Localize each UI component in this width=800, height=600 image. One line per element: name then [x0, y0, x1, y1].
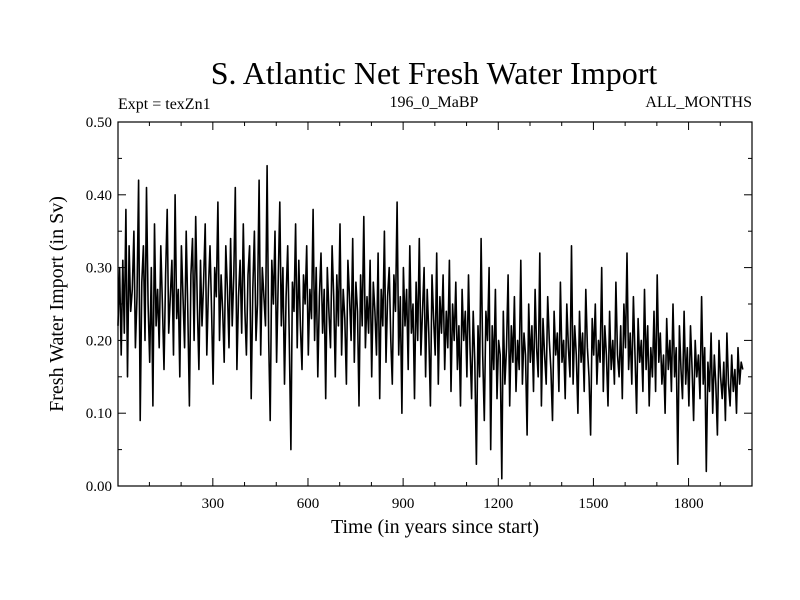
series-group: [117, 164, 744, 480]
y-tick-label: 0.20: [86, 333, 112, 349]
y-axis-label: Fresh Water Import (in Sv): [46, 196, 68, 412]
y-tick-label: 0.10: [86, 406, 112, 422]
x-tick-label: 900: [392, 496, 415, 512]
y-tick-label: 0.30: [86, 261, 112, 277]
chart-title: S. Atlantic Net Fresh Water Import: [211, 55, 658, 91]
x-tick-label: 300: [202, 496, 225, 512]
axis-ticks: 0.00 0.10 0.20 0.30 0.40 0.50 300 600 900 1200 150…: [86, 115, 752, 512]
months-label: ALL_MONTHS: [645, 94, 752, 111]
x-tick-label: 1200: [483, 496, 513, 512]
x-tick-label: 1500: [578, 496, 608, 512]
x-axis-label: Time (in years since start): [331, 516, 539, 538]
y-tick-label: 0.50: [86, 115, 112, 131]
x-tick-label: 600: [297, 496, 320, 512]
period-label: 196_0_MaBP: [390, 94, 479, 111]
x-tick-label: 1800: [674, 496, 704, 512]
experiment-label: Expt = texZn1: [118, 96, 211, 113]
plot-frame: [117, 121, 753, 487]
series-line-0: [117, 164, 744, 480]
y-tick-label: 0.40: [86, 188, 112, 204]
y-tick-label: 0.00: [86, 479, 112, 495]
